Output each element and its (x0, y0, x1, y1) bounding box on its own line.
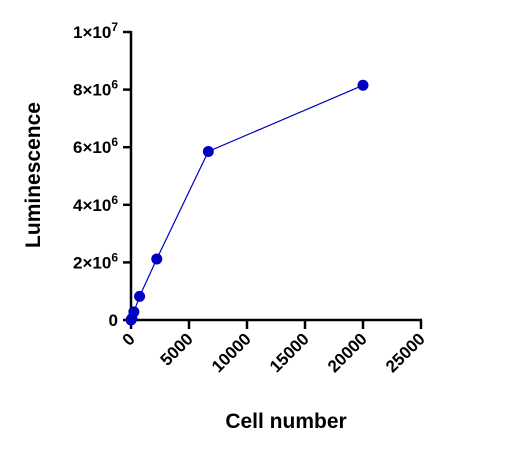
series-layer (125, 79, 369, 326)
y-tick-label: 4×106 (73, 193, 118, 215)
x-tick-label: 15000 (266, 329, 313, 376)
series-line (130, 84, 364, 321)
x-axis-title: Cell number (225, 410, 346, 433)
y-tick-label: 8×106 (73, 78, 118, 100)
x-tick-label: 10000 (208, 329, 255, 376)
data-point (134, 290, 146, 302)
x-axis: 0 5000 10000 15000 20000 25000 (119, 318, 429, 376)
x-tick-label: 5000 (157, 329, 197, 369)
y-axis: 0 2×106 4×106 6×106 8×106 1×107 (73, 20, 133, 330)
data-point (202, 146, 214, 158)
data-point (357, 79, 369, 91)
y-tick-label: 2×106 (73, 250, 118, 272)
y-tick-label: 1×107 (73, 20, 118, 42)
y-tick-label: 6×106 (73, 135, 118, 157)
x-tick-label: 20000 (324, 329, 371, 376)
x-tick-label: 25000 (382, 329, 429, 376)
y-tick-label: 0 (109, 311, 118, 330)
x-tick-label: 0 (119, 329, 139, 349)
data-point (128, 306, 140, 318)
y-axis-title: Luminescence (22, 102, 45, 248)
data-point (151, 253, 163, 265)
